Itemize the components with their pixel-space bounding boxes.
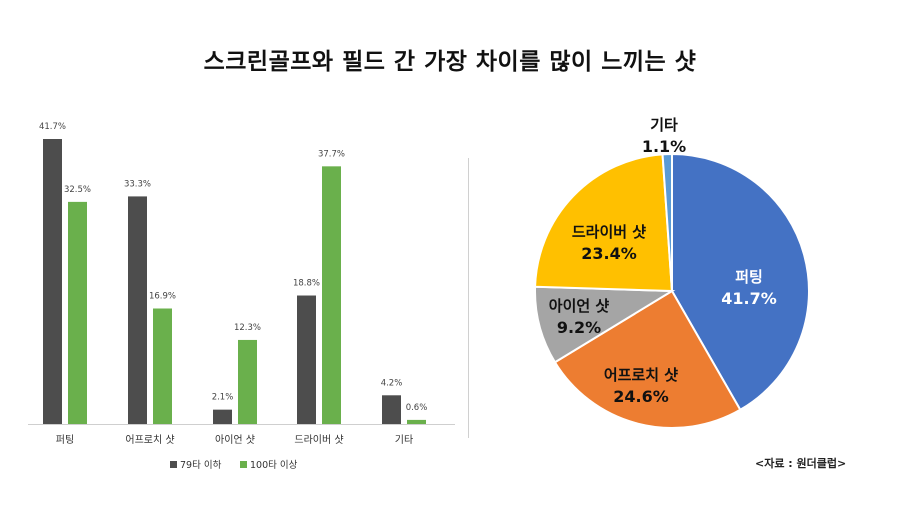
bar-1-3 [322, 166, 341, 424]
pie-slice-label: 어프로치 샷 [604, 366, 678, 384]
source-note: <자료 : 원더클럽> [755, 457, 847, 470]
x-tick-label: 퍼팅 [56, 434, 74, 446]
pie-slice [534, 153, 674, 293]
x-tick-label: 아이언 샷 [215, 434, 255, 446]
legend-label: 100타 이상 [250, 460, 298, 471]
bar-1-1 [153, 308, 172, 424]
pie-slice [661, 152, 673, 292]
bar-chart: 41.7% 32.5% 퍼팅 33.3% 16.9% 어프로치 샷 2.1% 12.3% 아이언… [28, 122, 455, 471]
bar-data-label: 32.5% [64, 185, 91, 195]
pie-slice-value: 41.7% [721, 289, 777, 308]
legend-swatch [240, 461, 247, 468]
legend-swatch [170, 461, 177, 468]
pie-slice-label: 퍼팅 [735, 268, 763, 286]
bar-data-label: 4.2% [381, 378, 403, 388]
pie-slice [534, 285, 676, 364]
bar-0-2 [213, 409, 232, 424]
bar-data-label: 41.7% [39, 122, 66, 132]
pie-slice-label: 드라이버 샷 [572, 223, 646, 241]
bar-0-0 [43, 139, 62, 424]
x-tick-label: 드라이버 샷 [294, 434, 343, 446]
bar-1-4 [407, 419, 426, 424]
bar-data-label: 0.6% [406, 403, 428, 413]
x-tick-label: 기타 [395, 434, 413, 446]
bar-1-2 [238, 339, 257, 424]
x-tick-label: 어프로치 샷 [125, 434, 174, 446]
pie-slice-value: 9.2% [557, 318, 601, 337]
bar-data-label: 12.3% [234, 323, 261, 333]
legend-label: 79타 이하 [180, 459, 222, 471]
bar-data-label: 33.3% [124, 179, 151, 189]
bar-data-label: 16.9% [149, 291, 176, 301]
pie-slice [553, 289, 742, 429]
chart-divider [468, 158, 469, 438]
page-title: 스크린골프와 필드 간 가장 차이를 많이 느끼는 샷 [203, 49, 697, 75]
pie-slice-value: 1.1% [642, 137, 686, 156]
bar-data-label: 2.1% [212, 393, 234, 403]
bar-data-label: 37.7% [318, 149, 345, 159]
pie-slice-label: 기타 [650, 116, 678, 134]
pie-slice-label: 아이언 샷 [549, 297, 610, 315]
pie-slice-value: 24.6% [613, 387, 669, 406]
bar-data-label: 18.8% [293, 279, 320, 289]
pie-slice-value: 23.4% [581, 244, 637, 263]
pie-slice [671, 152, 810, 412]
bar-0-3 [297, 295, 316, 424]
bar-0-1 [128, 196, 147, 424]
bar-0-4 [382, 395, 401, 424]
bar-1-0 [68, 201, 87, 424]
